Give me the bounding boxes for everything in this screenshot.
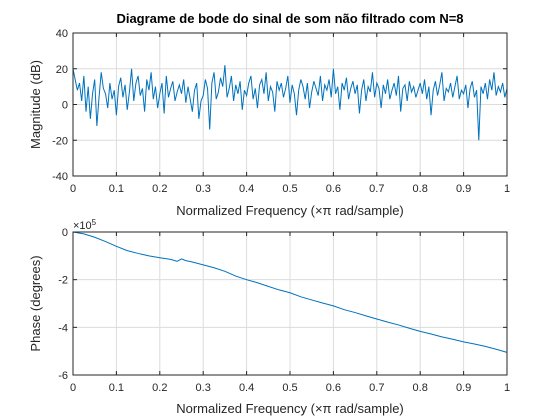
phase-y-tick-label: -6 (58, 370, 68, 382)
magnitude-axes: Diagrame de bode do sinal de som não fil… (28, 11, 510, 218)
magnitude-x-tick-label: 0.7 (369, 183, 384, 195)
phase-x-tick-label: 0.1 (109, 382, 124, 394)
phase-line (72, 231, 508, 353)
phase-x-label: Normalized Frequency (×π rad/sample) (176, 401, 404, 416)
magnitude-x-tick-label: 0 (70, 183, 76, 195)
phase-x-tick-label: 0 (70, 382, 76, 394)
phase-y-label: Phase (degrees) (28, 255, 43, 351)
phase-x-tick-label: 1 (504, 382, 510, 394)
phase-axes: 0 0.1 0.2 0.3 0.4 0.5 0.6 0.7 0.8 0.9 1 -6 -4 -2 0 ×10… (28, 218, 510, 416)
magnitude-y-tick-label: 40 (56, 28, 68, 40)
magnitude-y-tick-label: -20 (52, 135, 68, 147)
magnitude-y-tick-label: 20 (56, 64, 68, 76)
magnitude-y-tick-label: 0 (62, 100, 68, 112)
magnitude-x-tick-label: 1 (504, 183, 510, 195)
magnitude-x-tick-label: 0.2 (152, 183, 167, 195)
phase-y-tick-label: -4 (58, 322, 68, 334)
phase-ticks: 0 0.1 0.2 0.3 0.4 0.5 0.6 0.7 0.8 0.9 1 -6 -4 -2 0 (58, 227, 510, 394)
magnitude-x-tick-label: 0.9 (456, 183, 471, 195)
magnitude-y-label: Magnitude (dB) (28, 60, 43, 149)
phase-x-tick-label: 0.3 (196, 382, 211, 394)
phase-y-tick-label: -2 (58, 275, 68, 287)
magnitude-x-tick-label: 0.3 (196, 183, 211, 195)
chart-title: Diagrame de bode do sinal de som não fil… (116, 11, 463, 26)
magnitude-line (72, 65, 508, 141)
phase-x-tick-label: 0.2 (152, 382, 167, 394)
phase-x-tick-label: 0.4 (239, 382, 254, 394)
magnitude-ticks: 0 0.1 0.2 0.3 0.4 0.5 0.6 0.7 0.8 0.9 1 -40 -20 0 20 40 (52, 28, 510, 195)
phase-x-tick-label: 0.9 (456, 382, 471, 394)
phase-exponent-label: ×105 (73, 218, 97, 232)
phase-x-tick-label: 0.6 (326, 382, 341, 394)
phase-x-tick-label: 0.7 (369, 382, 384, 394)
magnitude-x-tick-label: 0.5 (282, 183, 297, 195)
phase-x-tick-label: 0.8 (413, 382, 428, 394)
magnitude-x-tick-label: 0.8 (413, 183, 428, 195)
magnitude-x-tick-label: 0.1 (109, 183, 124, 195)
phase-x-tick-label: 0.5 (282, 382, 297, 394)
magnitude-x-tick-label: 0.4 (239, 183, 254, 195)
phase-y-tick-label: 0 (62, 227, 68, 239)
magnitude-y-tick-label: -40 (52, 171, 68, 183)
magnitude-x-label: Normalized Frequency (×π rad/sample) (176, 203, 404, 218)
magnitude-x-tick-label: 0.6 (326, 183, 341, 195)
